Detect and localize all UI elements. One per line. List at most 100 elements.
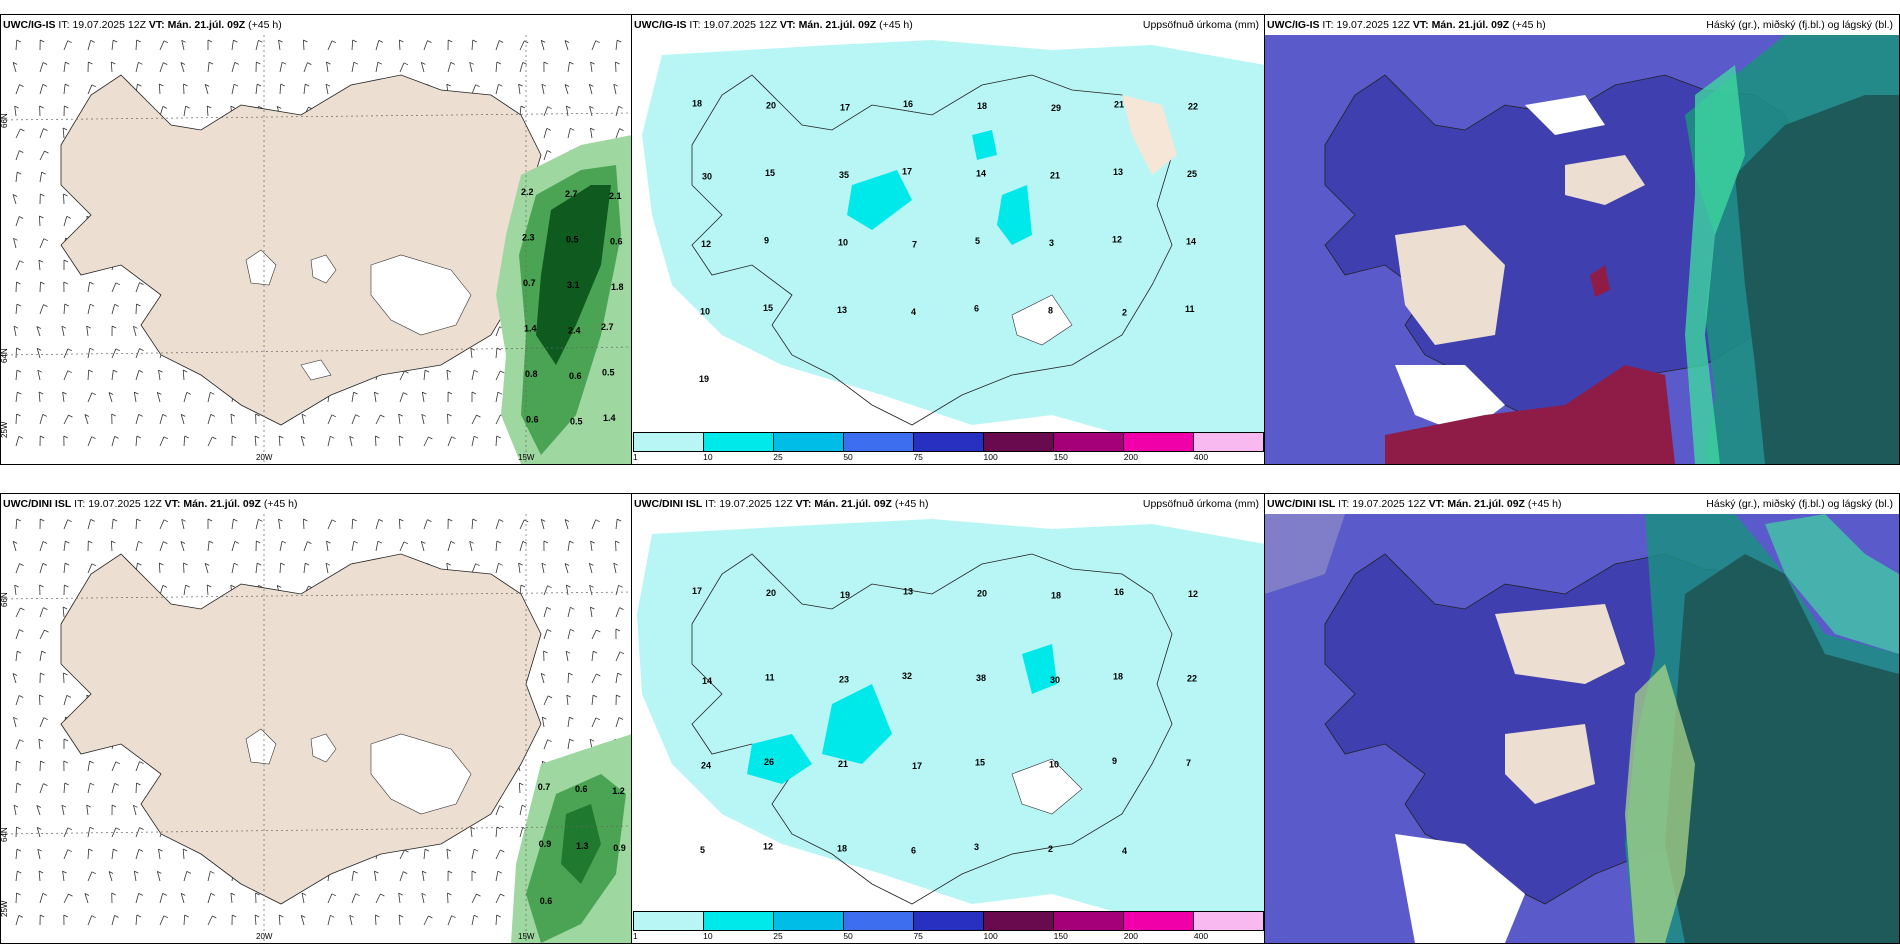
colorbar-tick: 400	[1193, 931, 1209, 941]
colorbar-tick: 150	[1053, 452, 1068, 462]
cloud-map[interactable]	[1265, 514, 1899, 943]
run-time: 19.07.2025 12Z	[88, 498, 162, 510]
wind-barb-flag	[91, 563, 97, 567]
wind-barb	[446, 370, 449, 381]
wind-barb-flag	[158, 848, 163, 852]
wind-barb	[615, 607, 620, 618]
wind-barb-flag	[90, 782, 95, 786]
wind-barb	[564, 84, 569, 95]
wind-barb-flag	[307, 541, 312, 544]
precip-field-med-1	[847, 170, 912, 230]
wind-barb	[39, 215, 41, 227]
wind-barb	[111, 40, 114, 51]
wind-barb	[204, 84, 209, 95]
wind-barb-flag	[230, 413, 236, 417]
wind-barb-flag	[446, 848, 452, 852]
wind-barb	[399, 370, 405, 381]
wind-barb-flag	[40, 914, 45, 918]
value-label: 26	[764, 757, 774, 767]
wind-barb	[207, 893, 212, 904]
model-name: UWC/IG-IS	[634, 19, 687, 31]
wind-barb-flag	[16, 303, 22, 307]
wind-barb-flag	[183, 83, 188, 87]
wind-barb-flag	[133, 325, 138, 329]
wind-barb	[135, 914, 138, 926]
precip-field-light	[642, 40, 1265, 432]
wind-barb	[14, 106, 17, 117]
wind-map[interactable]: 20W 15W 66N 64N 25W 0.7 0.6 1.2 0.9 1.3 0.9 0.…	[1, 514, 632, 943]
lon-label-15w: 15W	[518, 453, 535, 462]
precip-map[interactable]: 18 20 17 16 18 29 21 22 30 15 35 17 14 21 13 25 12 9 10 7 5 3…	[632, 35, 1265, 432]
wind-barb	[135, 893, 140, 904]
wind-barb-flag	[281, 61, 287, 65]
wind-barb	[327, 40, 333, 51]
wind-barb	[326, 541, 329, 552]
value-label: 2	[1122, 308, 1127, 318]
wind-barb-flag	[500, 370, 505, 374]
value-label: 11	[1185, 304, 1195, 314]
wind-barb-flag	[355, 414, 360, 418]
wind-barb-flag	[499, 519, 504, 522]
wind-barb	[111, 761, 117, 772]
wind-barb-flag	[19, 629, 24, 632]
wind-barb	[567, 717, 570, 728]
wind-barb-flag	[471, 870, 477, 874]
wind-barb	[375, 914, 377, 926]
wind-barb-flag	[446, 83, 451, 87]
wind-barb	[469, 541, 473, 552]
value-label: 1.8	[611, 282, 624, 292]
wind-barb	[135, 62, 139, 73]
wind-barb-flag	[378, 519, 383, 522]
wind-barb	[87, 40, 92, 51]
wind-barb	[39, 281, 41, 293]
value-label: 13	[1113, 167, 1123, 177]
wind-barb-flag	[37, 348, 42, 351]
wind-barb-flag	[41, 650, 46, 654]
wind-barb-flag	[590, 540, 595, 544]
panel-header: UWC/DINI ISL IT: 19.07.2025 12Z VT: Mán.…	[3, 498, 298, 510]
wind-barb-flag	[257, 562, 262, 566]
wind-barb-flag	[136, 303, 141, 307]
value-label: 0.6	[610, 237, 623, 247]
wind-barb	[566, 585, 569, 596]
precip-map[interactable]: 17 20 19 13 20 18 16 12 14 11 23 32 38 30 18 22 24 26 21 17…	[632, 514, 1265, 911]
wind-barb-flag	[403, 392, 408, 395]
wind-barb	[111, 519, 114, 530]
wind-barb	[303, 541, 308, 552]
wind-barb	[87, 392, 93, 403]
wind-barb	[279, 83, 282, 95]
wind-barb-flag	[403, 871, 408, 874]
value-label: 0.6	[526, 415, 539, 425]
wind-barb-flag	[589, 105, 594, 109]
wind-barb	[61, 805, 65, 816]
wind-barb-flag	[398, 413, 403, 417]
cloud-map[interactable]	[1265, 35, 1899, 464]
wind-barb-flag	[63, 760, 68, 764]
wind-barb-flag	[159, 83, 164, 87]
wind-barb-flag	[590, 61, 595, 65]
value-label: 10	[838, 238, 848, 248]
wind-barb-flag	[619, 651, 625, 655]
wind-barb	[540, 519, 545, 530]
wind-barb-flag	[476, 414, 481, 418]
wind-barb-flag	[540, 673, 546, 676]
wind-barb-flag	[617, 518, 622, 522]
wind-barb-flag	[596, 629, 601, 633]
panel-title: Háský (gr.), miðský (fj.bl.) og lágský (…	[1706, 498, 1893, 510]
valid-time: Mán. 21.júl. 09Z	[798, 19, 877, 31]
value-label: 19	[699, 374, 709, 384]
wind-barb	[39, 62, 44, 73]
wind-barb-flag	[301, 915, 306, 918]
wind-barb	[231, 519, 234, 530]
wind-map[interactable]: 20W 15W 66N 64N 25W 2.2 2.7 2.1 2.3 0.5 0.6 0.…	[1, 35, 632, 464]
wind-barb-flag	[111, 892, 116, 896]
wind-barb-flag	[353, 870, 358, 874]
wind-barb	[231, 40, 234, 51]
wind-barb	[15, 304, 18, 315]
value-label: 25	[1187, 169, 1197, 179]
wind-barb-flag	[64, 105, 69, 109]
wind-barb	[87, 348, 91, 359]
wind-barb-flag	[473, 914, 479, 918]
wind-barb-flag	[595, 717, 601, 721]
